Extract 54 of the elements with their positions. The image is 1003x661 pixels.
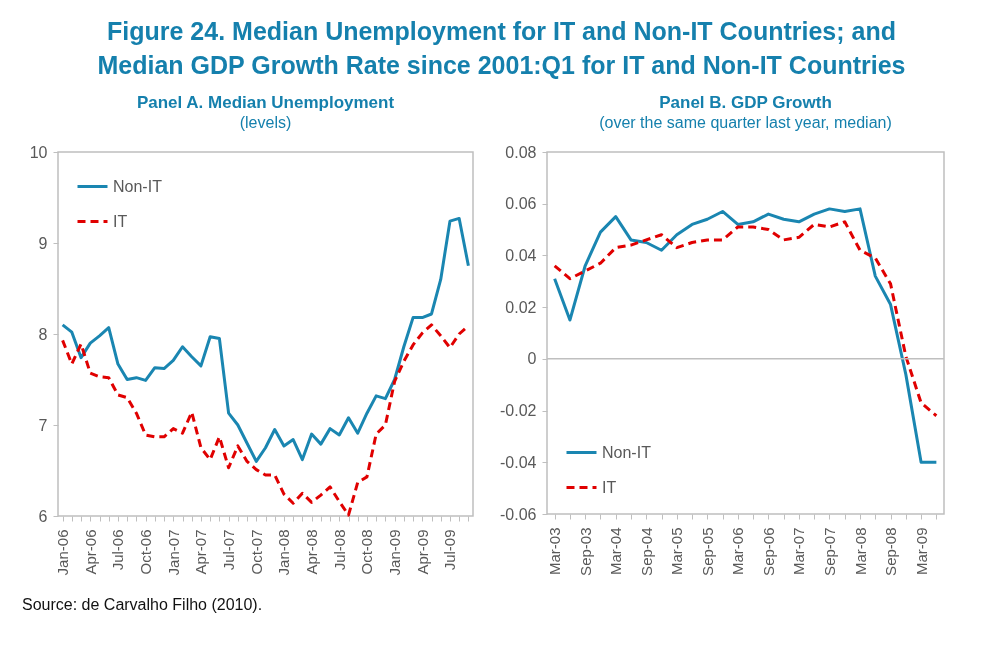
y-tick-label: 0.08	[505, 143, 537, 161]
legend-label: Non-IT	[602, 443, 652, 461]
y-tick-label: 6	[38, 507, 48, 525]
y-tick-label: 10	[29, 143, 48, 161]
line-series	[61, 216, 470, 463]
x-tick-label: Oct-08	[358, 529, 376, 575]
x-tick-label: Oct-06	[137, 529, 155, 575]
x-tick-label: Sep-04	[637, 527, 655, 576]
y-tick-label: 0.04	[505, 246, 537, 264]
y-tick-label: 8	[38, 325, 48, 343]
x-tick-label: Jul-07	[220, 529, 238, 571]
y-tick-label: 0	[527, 350, 537, 368]
chart-subtitle: (over the same quarter last year, median)	[599, 114, 892, 131]
y-tick-label: 7	[38, 416, 48, 434]
x-tick-label: Mar-08	[851, 527, 869, 576]
x-tick-label: Sep-07	[820, 527, 838, 576]
x-tick-label: Jan-06	[54, 529, 72, 576]
chart-title: Panel B. GDP Growth	[659, 93, 832, 112]
x-tick-label: Mar-03	[546, 527, 564, 576]
x-tick-label: Sep-08	[882, 527, 900, 576]
x-tick-label: Sep-06	[759, 527, 777, 576]
x-tick-label: Mar-07	[790, 527, 808, 576]
legend-label: IT	[602, 478, 617, 496]
y-tick-label: 0.06	[505, 195, 537, 213]
x-tick-label: Jan-09	[386, 529, 404, 576]
chart-subtitle: (levels)	[239, 114, 292, 131]
x-tick-label: Mar-09	[912, 527, 930, 576]
x-tick-label: Apr-08	[303, 529, 321, 575]
x-tick-label: Mar-05	[668, 527, 686, 576]
line-series	[553, 220, 938, 418]
legend-label: IT	[113, 212, 128, 230]
y-tick-label: -0.02	[500, 402, 537, 420]
text: Figure 24. Median Unemployment for IT and Non-IT Countries; and Median GDP Growth Rate since 2001:Q1 for IT and Non-IT Countries	[96, 16, 907, 81]
x-tick-label: Jul-09	[441, 529, 459, 571]
x-tick-label: Apr-09	[413, 529, 431, 575]
x-tick-label: Oct-07	[247, 529, 265, 575]
chart-title: Panel A. Median Unemployment	[136, 93, 395, 112]
x-tick-label: Jul-08	[330, 529, 348, 571]
x-tick-label: Sep-03	[576, 527, 594, 576]
line-series	[553, 207, 938, 464]
y-tick-label: 0.02	[505, 298, 537, 316]
source-note: Source: de Carvalho Filho (2010).	[22, 596, 264, 614]
x-tick-label: Sep-05	[698, 527, 716, 576]
x-tick-label: Jan-08	[275, 529, 293, 576]
x-tick-label: Apr-06	[81, 529, 99, 575]
y-tick-label: 9	[38, 234, 48, 252]
y-tick-label: -0.06	[500, 505, 537, 523]
x-tick-label: Jul-06	[109, 529, 127, 571]
x-tick-label: Jan-07	[164, 529, 182, 576]
y-tick-label: -0.04	[500, 453, 537, 471]
x-tick-label: Mar-06	[729, 527, 747, 576]
legend-label: Non-IT	[113, 177, 163, 195]
x-tick-label: Mar-04	[607, 527, 625, 576]
x-tick-label: Apr-07	[192, 529, 210, 575]
